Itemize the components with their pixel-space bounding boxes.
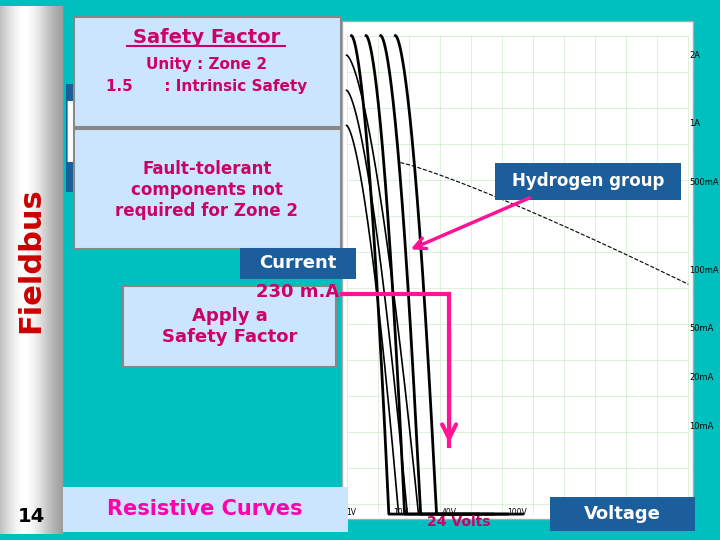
Text: Fieldbus: Fieldbus — [17, 187, 46, 333]
FancyBboxPatch shape — [342, 21, 693, 519]
Text: 20mA: 20mA — [689, 373, 714, 382]
Text: 230 m.A: 230 m.A — [256, 284, 339, 301]
FancyBboxPatch shape — [123, 286, 336, 367]
FancyBboxPatch shape — [495, 163, 681, 200]
Text: Safety Factor: Safety Factor — [133, 28, 281, 47]
Text: Apply a
Safety Factor: Apply a Safety Factor — [162, 307, 297, 346]
Text: Current: Current — [259, 254, 336, 272]
Text: 1A: 1A — [689, 119, 701, 128]
Text: Unity : Zone 2: Unity : Zone 2 — [146, 57, 268, 72]
Text: Fault-tolerant
components not
required for Zone 2: Fault-tolerant components not required f… — [115, 160, 299, 220]
Text: 100V: 100V — [508, 508, 527, 517]
Text: 24 Volts: 24 Volts — [427, 515, 490, 529]
Text: 500mA: 500mA — [689, 178, 719, 187]
Text: 14: 14 — [17, 507, 45, 525]
Text: 100mA: 100mA — [689, 266, 719, 274]
FancyBboxPatch shape — [74, 17, 341, 127]
Text: E: E — [60, 98, 117, 179]
Text: Voltage: Voltage — [583, 505, 660, 523]
FancyBboxPatch shape — [240, 247, 356, 279]
Text: 50mA: 50mA — [689, 324, 714, 333]
Text: 1.5      : Intrinsic Safety: 1.5 : Intrinsic Safety — [107, 79, 307, 94]
FancyBboxPatch shape — [63, 487, 348, 532]
Text: Hydrogen group: Hydrogen group — [512, 172, 664, 190]
FancyBboxPatch shape — [74, 130, 341, 249]
Text: 2A: 2A — [689, 51, 701, 60]
FancyBboxPatch shape — [66, 84, 125, 192]
Text: 10mA: 10mA — [689, 422, 714, 431]
Text: 10V: 10V — [393, 508, 408, 517]
FancyBboxPatch shape — [549, 497, 695, 531]
Text: 1V: 1V — [346, 508, 356, 517]
Text: 500V: 500V — [654, 508, 674, 517]
Text: Resistive Curves: Resistive Curves — [107, 499, 303, 519]
Text: 200V: 200V — [576, 508, 595, 517]
Text: 40V: 40V — [441, 508, 456, 517]
